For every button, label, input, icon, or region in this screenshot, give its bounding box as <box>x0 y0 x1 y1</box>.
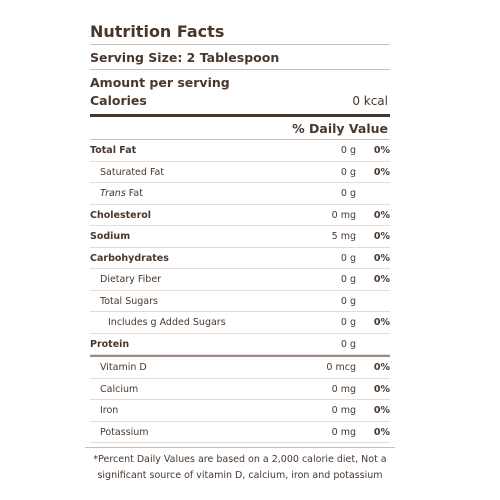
nutrient-row: Total Sugars 0 g <box>90 291 390 312</box>
daily-value: 0% <box>373 252 390 264</box>
nutrient-name-cell: Cholesterol <box>90 205 296 226</box>
nutrient-name-cell: Dietary Fiber <box>90 269 296 290</box>
nutrient-amount: 0 g <box>340 166 356 178</box>
nutrient-name: Sodium <box>90 231 131 242</box>
daily-value: 0% <box>373 405 390 416</box>
nutrient-row: Calcium 0 mg 0% <box>90 379 390 400</box>
nutrient-row: Iron 0 mg 0% <box>90 400 390 422</box>
nutrient-name-cell: Vitamin D <box>90 357 296 378</box>
calories-row: Calories 0 kcal <box>90 90 390 117</box>
nutrient-name-cell: Potassium <box>90 422 296 443</box>
nutrient-row: Protein 0 g <box>90 334 390 355</box>
nutrient-name-cell: Sodium <box>90 226 296 247</box>
amount-per-serving: Amount per serving <box>90 75 230 90</box>
daily-value-empty <box>356 334 390 355</box>
nutrient-row: Potassium 0 mg 0% <box>90 422 390 443</box>
nutrient-amount: 0 g <box>340 317 356 328</box>
nutrient-row: Total Fat 0 g 0% <box>90 140 390 162</box>
nutrient-name: Fat <box>128 188 143 199</box>
nutrient-name-cell: Protein <box>90 334 296 355</box>
nutrient-name: Iron <box>100 405 119 416</box>
daily-value: 0% <box>373 362 390 373</box>
nutrient-amount: 0 g <box>340 295 356 307</box>
title: Nutrition Facts <box>90 20 390 45</box>
nutrient-amount: 0 mg <box>331 426 356 438</box>
daily-value-empty <box>356 291 390 312</box>
daily-value-empty <box>356 183 390 204</box>
nutrient-name-cell: Saturated Fat <box>90 162 296 183</box>
nutrient-row: Cholesterol 0 mg 0% <box>90 205 390 226</box>
nutrient-row: Vitamin D 0 mcg 0% <box>90 355 390 379</box>
calories-value: 0 kcal <box>352 94 388 108</box>
nutrient-name-cell: Carbohydrates <box>90 248 296 269</box>
nutrient-name-cell: Calcium <box>90 379 296 400</box>
daily-value: 0% <box>373 209 390 221</box>
nutrient-name: Total Fat <box>90 145 137 156</box>
nutrient-name: Cholesterol <box>90 209 152 221</box>
nutrient-amount: 0 g <box>340 338 356 350</box>
daily-value: 0% <box>373 166 390 178</box>
nutrient-name: Vitamin D <box>100 362 147 373</box>
nutrition-label: Nutrition Facts Serving Size: 2 Tablespo… <box>85 20 395 484</box>
nutrient-row: Sodium 5 mg 0% <box>90 226 390 248</box>
nutrient-amount: 0 g <box>340 252 356 264</box>
nutrient-amount: 0 g <box>340 274 356 285</box>
nutrient-row: Includes g Added Sugars 0 g 0% <box>90 312 390 334</box>
nutrient-name: Protein <box>90 338 130 350</box>
nutrient-amount: 0 g <box>340 145 356 156</box>
nutrient-amount: 0 mg <box>331 383 356 395</box>
daily-value: 0% <box>373 426 390 438</box>
nutrient-amount: 5 mg <box>331 231 356 242</box>
nutrient-row: Trans Fat 0 g <box>90 183 390 205</box>
nutrient-name-cell: Total Fat <box>90 140 296 161</box>
nutrient-name: Calcium <box>100 383 139 395</box>
daily-value: 0% <box>373 231 390 242</box>
footnote: *Percent Daily Values are based on a 2,0… <box>85 447 395 484</box>
nutrient-name: Includes g Added Sugars <box>108 317 226 328</box>
nutrient-amount: 0 mcg <box>326 362 356 373</box>
nutrient-amount: 0 g <box>340 188 356 199</box>
serving-size: Serving Size: 2 Tablespoon <box>90 45 390 70</box>
nutrient-name-cell: Includes g Added Sugars <box>90 312 296 333</box>
nutrient-name: Dietary Fiber <box>100 274 162 285</box>
nutrient-name-prefix: Trans <box>100 188 126 199</box>
nutrient-rows: Total Fat 0 g 0% Saturated Fat 0 g 0% Trans Fa… <box>90 140 390 443</box>
nutrient-name-cell: Iron <box>90 400 296 421</box>
calories-label: Calories <box>90 93 147 108</box>
nutrient-name: Total Sugars <box>100 295 158 307</box>
nutrient-name-cell: Total Sugars <box>90 291 296 312</box>
daily-value: 0% <box>373 145 390 156</box>
daily-value-heading: % Daily Value <box>90 117 390 140</box>
nutrient-name: Carbohydrates <box>90 252 169 264</box>
daily-value: 0% <box>373 317 390 328</box>
daily-value: 0% <box>373 383 390 395</box>
nutrient-row: Dietary Fiber 0 g 0% <box>90 269 390 291</box>
daily-value: 0% <box>373 274 390 285</box>
nutrient-name: Potassium <box>100 426 149 438</box>
nutrient-row: Carbohydrates 0 g 0% <box>90 248 390 269</box>
nutrient-name: Saturated Fat <box>100 166 165 178</box>
nutrient-amount: 0 mg <box>331 405 356 416</box>
nutrient-row: Saturated Fat 0 g 0% <box>90 162 390 183</box>
nutrient-amount: 0 mg <box>331 209 356 221</box>
nutrient-name-cell: Trans Fat <box>90 183 296 204</box>
